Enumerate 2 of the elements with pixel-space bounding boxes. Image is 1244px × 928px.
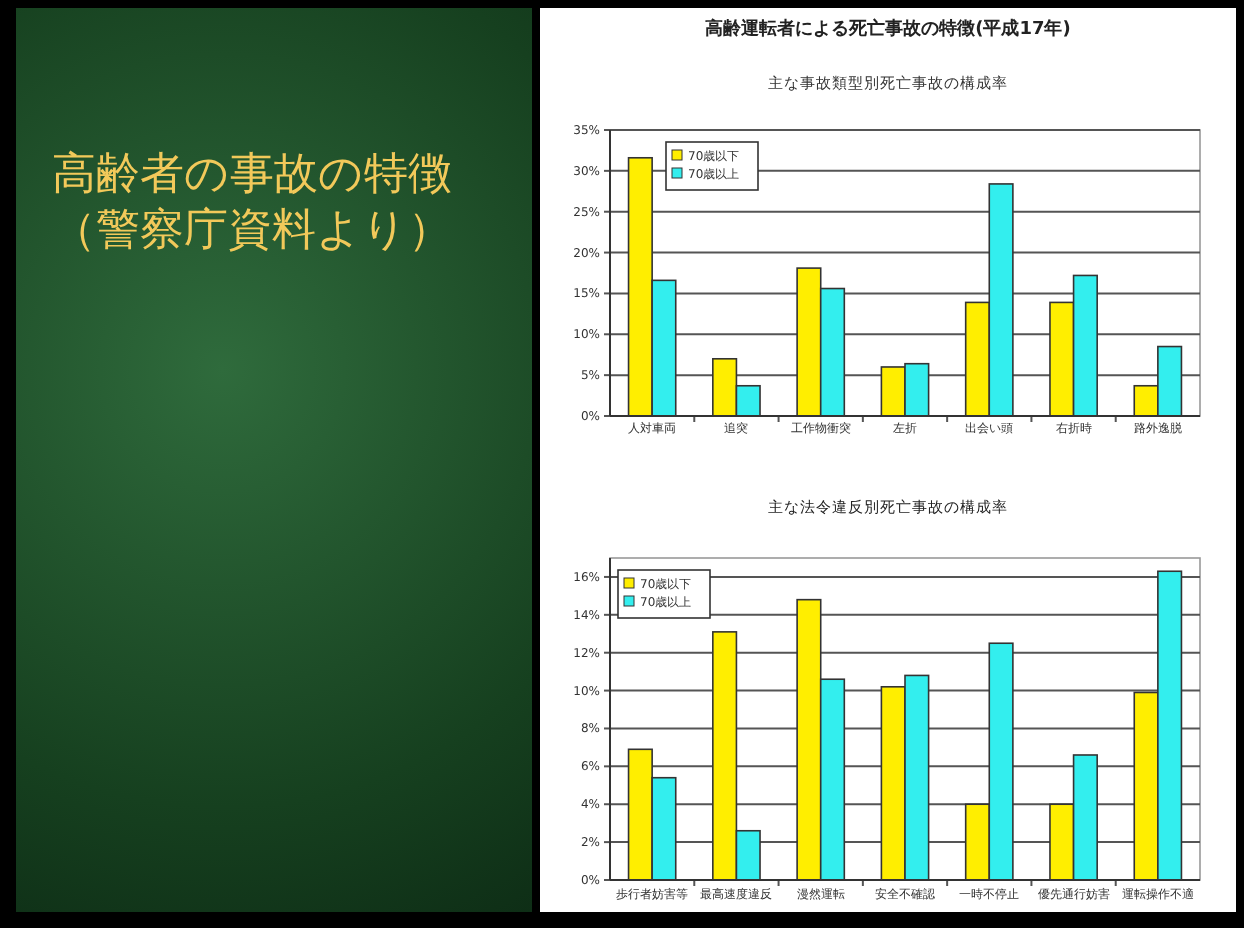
text: 高齢者の事故の特徴（警察庁資料より） (52, 148, 454, 260)
chart-title: 高齢運転者による死亡事故の特徴(平成17年) (705, 18, 1071, 40)
